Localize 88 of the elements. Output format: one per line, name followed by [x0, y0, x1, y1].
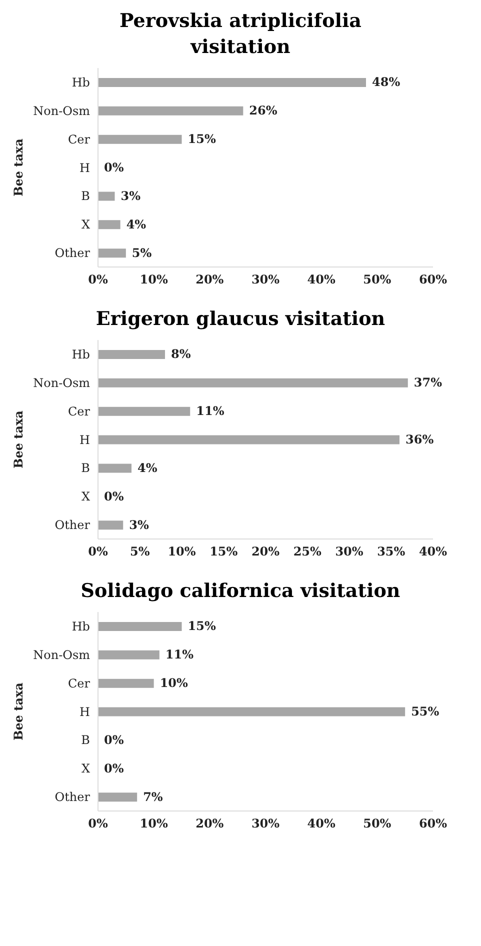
y-tick-label: Hb [72, 347, 90, 362]
bar [98, 792, 138, 802]
data-label: 3% [129, 518, 150, 532]
data-label: 3% [120, 188, 142, 203]
x-tick-label: 5% [130, 544, 150, 559]
x-tick-label: 35% [377, 544, 406, 559]
y-tick-label: X [81, 218, 90, 232]
x-tick-label: 60% [418, 816, 448, 831]
chart-title: Solidago californica visitation [80, 579, 402, 604]
bar [98, 650, 160, 660]
y-tick-label: Hb [72, 619, 90, 634]
y-axis-title: Bee taxa [11, 410, 26, 468]
x-tick-label: 20% [251, 544, 280, 559]
x-tick-label: 20% [196, 816, 224, 831]
y-tick-label: B [81, 461, 90, 476]
bar [98, 464, 132, 473]
y-tick-label: Other [54, 518, 90, 532]
bar [98, 435, 400, 444]
y-tick-label: B [81, 189, 90, 204]
y-axis-title: Bee taxa [11, 138, 26, 196]
bar [98, 220, 120, 230]
y-tick-label: Non-Osm [33, 376, 91, 390]
y-axis-title: Bee taxa [11, 682, 26, 740]
data-label: 15% [188, 619, 216, 634]
data-label: 8% [171, 347, 192, 362]
data-label: 10% [160, 676, 189, 690]
x-tick-label: 50% [363, 816, 392, 831]
data-label: 15% [188, 132, 216, 146]
bar [98, 78, 366, 87]
data-label: 4% [138, 460, 158, 475]
chart-title: Perovskia atriplicifolia visitation [118, 9, 362, 60]
bar [98, 678, 154, 688]
x-tick-label: 30% [251, 816, 280, 831]
x-tick-label: 10% [140, 816, 168, 831]
y-tick-label: H [80, 160, 90, 175]
y-tick-label: Non-Osm [33, 104, 91, 118]
data-label: 7% [143, 790, 164, 804]
y-tick-label: B [81, 733, 90, 748]
bar [98, 406, 190, 416]
x-tick-label: 10% [140, 272, 168, 287]
y-tick-label: Cer [68, 404, 90, 418]
y-tick-label: Hb [72, 75, 90, 90]
bar [98, 134, 182, 144]
bar [98, 248, 126, 258]
data-label: 55% [411, 704, 440, 718]
y-tick-label: H [80, 432, 90, 447]
bar [98, 520, 124, 530]
data-label: 0% [104, 160, 124, 174]
x-tick-label: 40% [307, 272, 336, 287]
bar [98, 622, 182, 631]
data-label: 11% [196, 404, 225, 418]
x-tick-label: 10% [168, 544, 196, 559]
data-label: 0% [104, 732, 124, 747]
data-label: 4% [126, 217, 147, 232]
data-label: 36% [406, 432, 434, 446]
data-label: 11% [165, 648, 194, 662]
y-tick-label: Other [54, 790, 90, 804]
data-label: 0% [104, 489, 124, 504]
y-tick-label: X [81, 762, 90, 776]
data-label: 0% [104, 761, 124, 776]
y-tick-label: Other [54, 246, 90, 260]
bar [98, 707, 406, 716]
x-tick-label: 25% [293, 544, 322, 559]
y-tick-label: Non-Osm [33, 648, 91, 662]
x-tick-label: 30% [251, 272, 280, 287]
x-tick-label: 0% [88, 272, 108, 287]
bar [98, 106, 244, 116]
x-tick-label: 60% [418, 272, 448, 287]
bar [98, 192, 115, 201]
y-tick-label: X [81, 490, 90, 504]
bar [98, 350, 165, 359]
chart-title: Erigeron glaucus visitation [94, 307, 386, 332]
x-tick-label: 20% [196, 272, 224, 287]
x-tick-label: 0% [88, 544, 108, 559]
x-tick-label: 40% [307, 816, 336, 831]
data-label: 37% [414, 376, 443, 390]
x-tick-label: 15% [210, 544, 238, 559]
data-label: 48% [372, 75, 401, 90]
data-label: 26% [249, 104, 278, 118]
data-label: 5% [132, 246, 152, 260]
x-tick-label: 50% [363, 272, 392, 287]
x-tick-label: 30% [335, 544, 364, 559]
x-tick-label: 40% [418, 544, 448, 559]
y-tick-label: Cer [68, 132, 90, 146]
y-tick-label: Cer [68, 676, 90, 690]
x-tick-label: 0% [88, 816, 108, 831]
y-tick-label: H [80, 704, 90, 719]
bar [98, 378, 408, 388]
